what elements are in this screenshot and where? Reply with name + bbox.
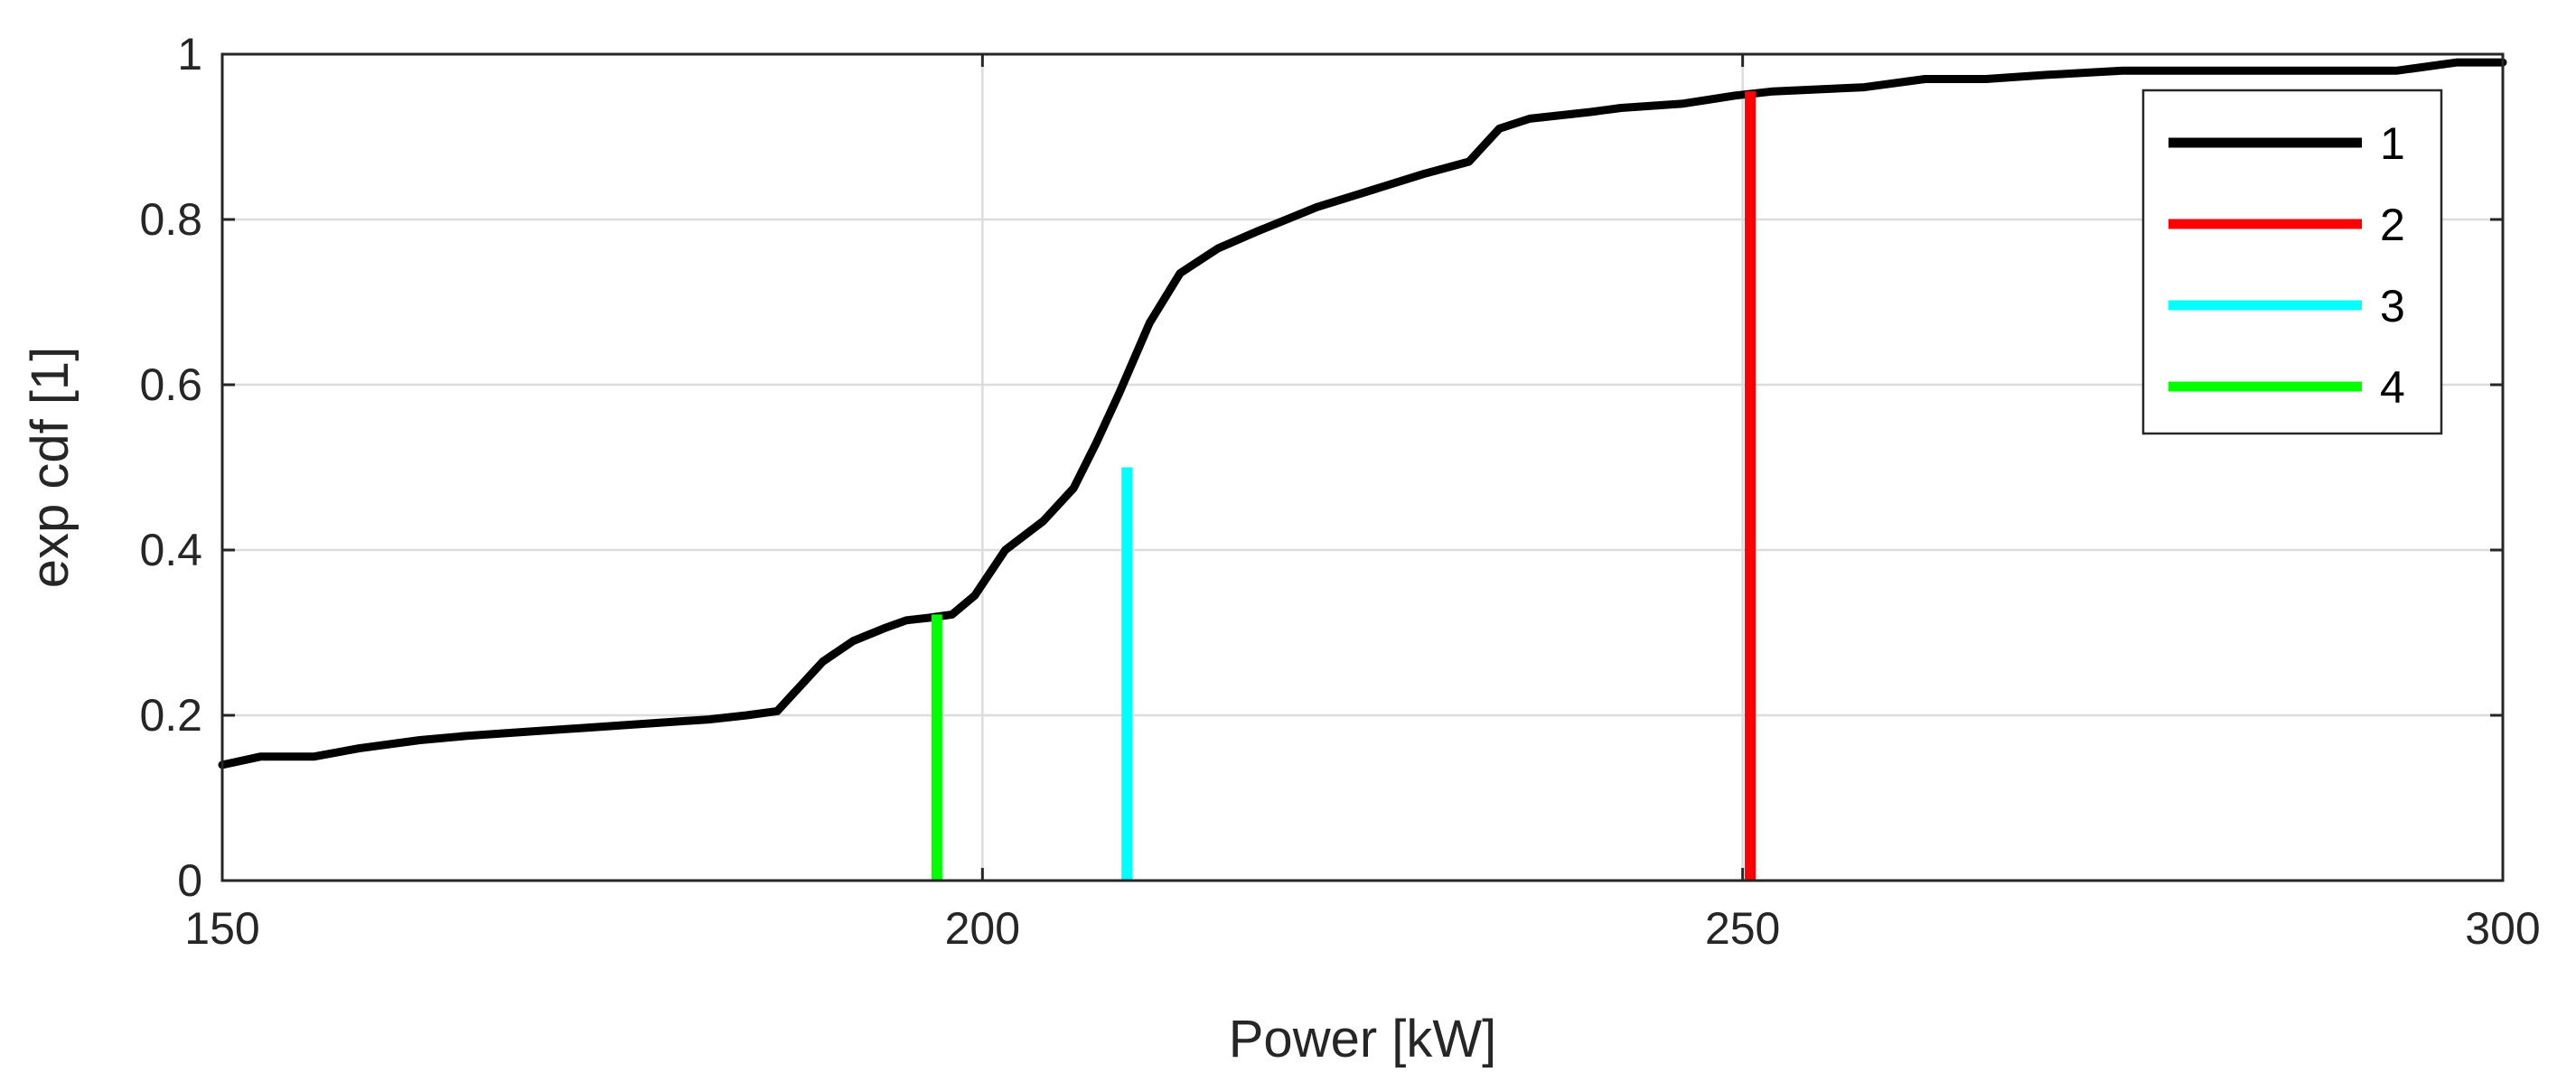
y-tick-label: 0 — [177, 855, 202, 906]
legend: 1 2 3 4 — [2141, 89, 2443, 435]
legend-label-1: 1 — [2380, 118, 2405, 169]
legend-label-2: 2 — [2380, 200, 2405, 250]
series-layer — [218, 58, 2507, 881]
x-axis-label: Power [kW] — [1229, 1010, 1497, 1068]
legend-label-4: 4 — [2380, 362, 2405, 413]
tick-labels: 150 200 250 300 0 0.2 0.4 0.6 0.8 1 — [139, 29, 2540, 954]
y-tick-label: 0.2 — [139, 690, 202, 741]
y-tick-label: 0.6 — [139, 359, 202, 410]
y-tick-label: 0.8 — [139, 194, 202, 245]
y-tick-label: 1 — [177, 29, 202, 79]
x-tick-label: 300 — [2465, 903, 2540, 954]
y-axis-label: exp cdf [1] — [21, 347, 80, 589]
x-tick-label: 250 — [1705, 903, 1780, 954]
y-tick-label: 0.4 — [139, 525, 202, 575]
plot-frame — [220, 52, 2505, 882]
x-tick-label: 200 — [945, 903, 1020, 954]
series-1-line — [218, 58, 2507, 769]
legend-label-3: 3 — [2380, 281, 2405, 331]
x-tick-label: 150 — [184, 903, 259, 954]
